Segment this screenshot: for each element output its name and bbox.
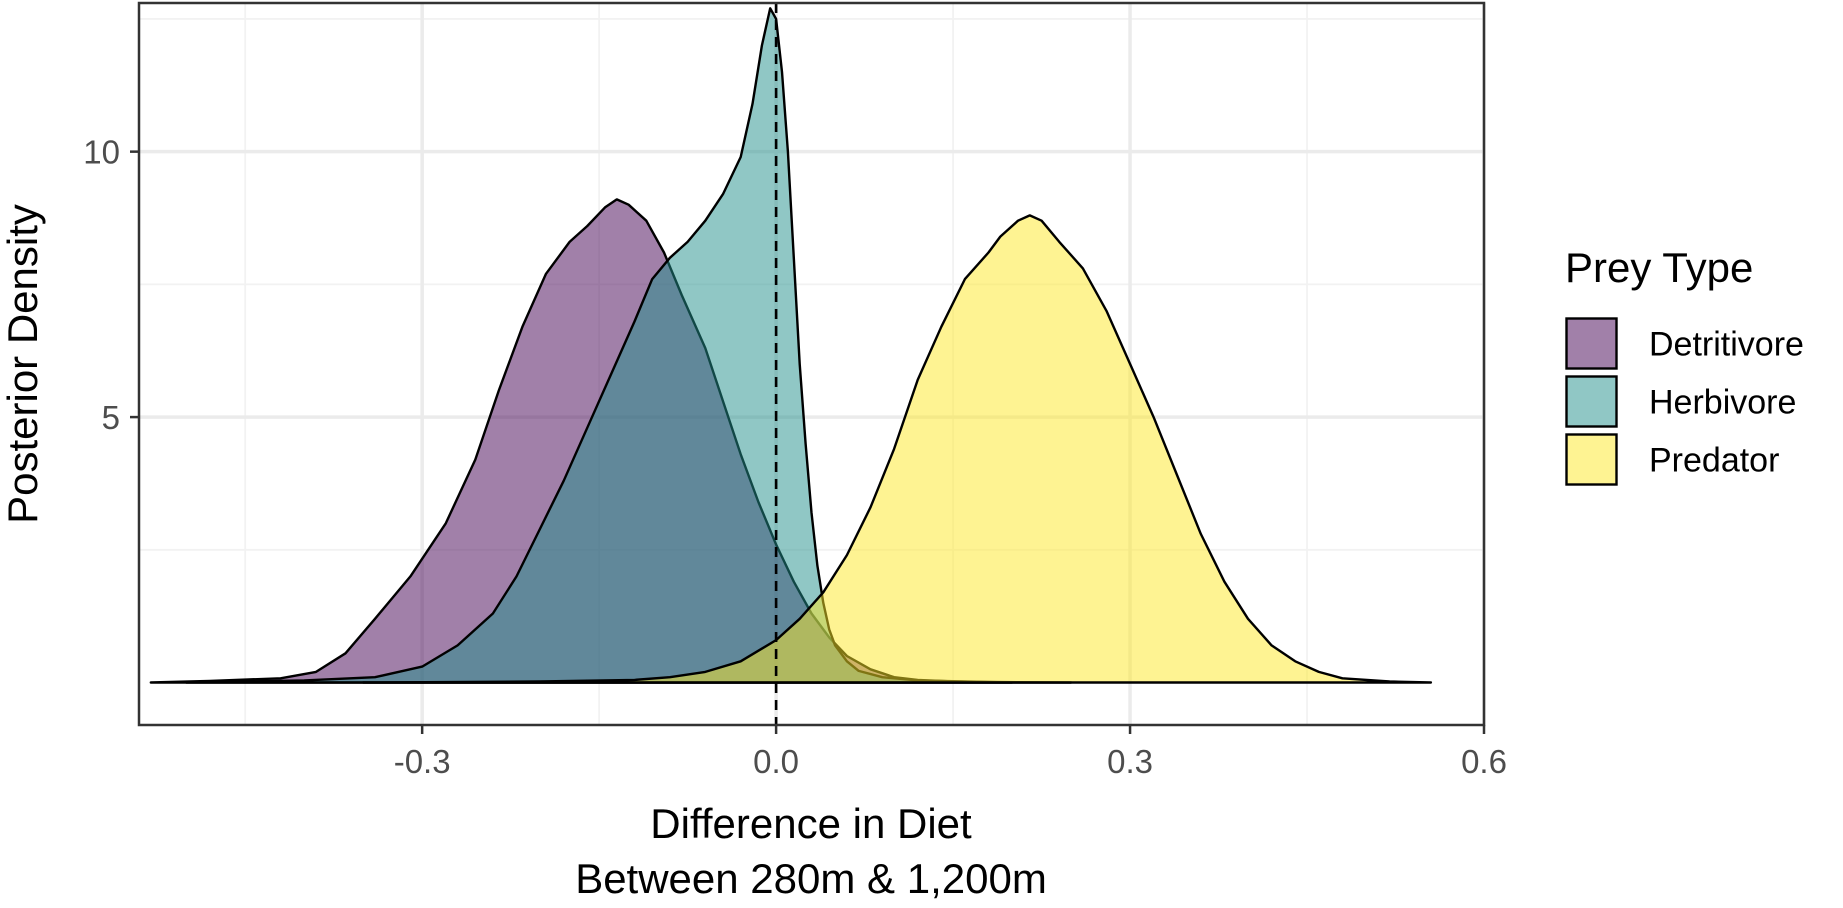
legend-key-herbivore [1565, 375, 1618, 428]
legend-key-detritivore [1565, 317, 1618, 370]
legend-key-predator [1565, 433, 1618, 486]
x-axis-title-line-1: Difference in Diet [650, 800, 972, 847]
legend-title: Prey Type [1565, 244, 1753, 291]
y-axis-title: Posterior Density [0, 204, 46, 524]
legend: Prey Type Detritivore Herbivore Predator [1565, 244, 1804, 486]
legend-label-detritivore: Detritivore [1649, 326, 1804, 364]
x-tick-label: 0.0 [753, 743, 799, 780]
x-axis: -0.3 0.0 0.3 0.6 [394, 725, 1507, 780]
density-curves [149, 7, 1433, 684]
plot-panel [137, 1, 1486, 727]
x-axis-title-line-2: Between 280m & 1,200m [575, 855, 1047, 902]
legend-label-predator: Predator [1649, 442, 1779, 480]
density-area-predator [362, 214, 1433, 684]
panel-border [137, 1, 1486, 727]
legend-entries: Detritivore Herbivore Predator [1565, 317, 1804, 486]
y-axis: 5 10 [83, 134, 139, 436]
x-tick-label: -0.3 [394, 743, 451, 780]
y-tick-label: 5 [102, 399, 120, 436]
y-tick-label: 10 [83, 134, 120, 171]
legend-label-herbivore: Herbivore [1649, 384, 1796, 422]
x-tick-label: 0.3 [1107, 743, 1153, 780]
x-tick-label: 0.6 [1461, 743, 1507, 780]
